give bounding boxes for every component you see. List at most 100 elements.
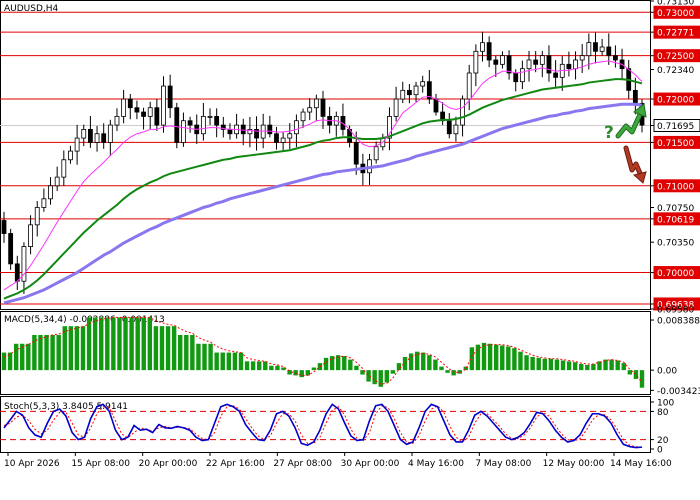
candle — [493, 55, 499, 77]
macd-bar — [579, 363, 584, 371]
macd-bar — [293, 370, 298, 376]
candle — [387, 107, 392, 151]
macd-bar — [214, 352, 219, 371]
ma-mid-line — [3, 78, 643, 300]
candle — [167, 74, 173, 118]
candle-body — [420, 81, 426, 87]
candle-body — [426, 81, 432, 100]
macd-bar — [13, 343, 19, 371]
candle — [400, 81, 406, 104]
candle — [440, 102, 446, 126]
candle — [154, 99, 160, 131]
macd-bar — [427, 355, 432, 371]
macd-bar — [269, 365, 274, 371]
macd-bar — [585, 364, 590, 371]
candle-body — [68, 150, 73, 161]
price-label: 0.71695 — [657, 122, 694, 132]
macd-bar — [414, 351, 420, 371]
macd-bar — [493, 344, 499, 371]
macd-bar — [208, 343, 213, 371]
macd-bar — [396, 363, 402, 371]
macd-bar — [329, 356, 335, 371]
candle — [48, 177, 53, 205]
price-label: 0.70619 — [657, 215, 694, 225]
question-mark: ? — [604, 123, 614, 143]
stoch-axis-label: 80 — [657, 408, 669, 418]
candle-body — [127, 98, 133, 109]
macd-bar — [238, 352, 244, 371]
candle-body — [406, 89, 412, 96]
candle — [107, 119, 113, 157]
price-label: 0.72340 — [657, 66, 694, 76]
current-price-tag — [653, 119, 700, 133]
candle — [300, 108, 306, 128]
candle — [406, 83, 412, 104]
macd-bar — [451, 370, 456, 376]
stoch-axis-label: 20 — [657, 436, 669, 446]
candle — [121, 89, 127, 124]
candle-body — [446, 120, 452, 135]
candle — [274, 126, 279, 150]
macd-bar — [38, 334, 43, 371]
candle-body — [313, 98, 319, 109]
macd-bar — [299, 370, 304, 378]
candle — [61, 150, 67, 186]
candle — [280, 132, 286, 150]
price-label: 0.72000 — [657, 96, 694, 106]
candle — [141, 107, 146, 130]
macd-bar — [244, 361, 250, 371]
candle — [579, 43, 585, 73]
candle — [287, 123, 293, 150]
candle-body — [373, 146, 379, 161]
candle-body — [586, 42, 592, 57]
macd-bar — [335, 355, 341, 371]
candle — [333, 111, 339, 137]
macd-bar — [615, 360, 620, 371]
price-label: 0.73000 — [657, 9, 694, 19]
candle — [21, 242, 27, 294]
ma-fast-line — [3, 60, 643, 291]
candle-body — [267, 124, 273, 135]
macd-bar — [639, 370, 645, 388]
price-label: 0.70350 — [657, 239, 694, 249]
candle-body — [220, 124, 226, 130]
macd-bar — [421, 352, 426, 371]
candle — [220, 116, 226, 138]
candle-body — [400, 89, 406, 100]
candle — [200, 102, 206, 141]
candle-body — [546, 55, 552, 74]
time-label: 7 May 08:00 — [475, 459, 531, 469]
candle-body — [21, 246, 27, 282]
macd-bar — [402, 356, 408, 371]
candle-body — [307, 107, 313, 113]
candle — [41, 188, 47, 212]
macd-bar — [159, 326, 165, 371]
candle-body — [300, 111, 306, 122]
macd-bar — [68, 326, 74, 371]
macd-bar — [524, 355, 529, 371]
level-price-tag — [653, 5, 700, 19]
candle — [593, 32, 598, 64]
macd-bar — [287, 370, 292, 375]
candle-body — [161, 85, 166, 126]
arrow-up-icon — [615, 103, 647, 139]
candle — [553, 60, 559, 88]
candle — [114, 108, 120, 131]
price-label: 0.73130 — [657, 0, 694, 8]
candle-body — [632, 89, 638, 104]
candle-body — [174, 107, 180, 143]
candle — [161, 76, 166, 133]
candle-body — [81, 129, 87, 139]
price-label: 0.69638 — [657, 300, 694, 310]
candle-body — [1, 220, 7, 234]
macd-bar — [141, 317, 146, 371]
macd-bar — [342, 356, 347, 371]
level-price-tag — [653, 92, 700, 106]
candle — [539, 50, 545, 78]
candle-body — [214, 115, 220, 126]
candle — [526, 50, 532, 82]
macd-bar — [572, 362, 578, 371]
macd-bar — [554, 359, 560, 371]
